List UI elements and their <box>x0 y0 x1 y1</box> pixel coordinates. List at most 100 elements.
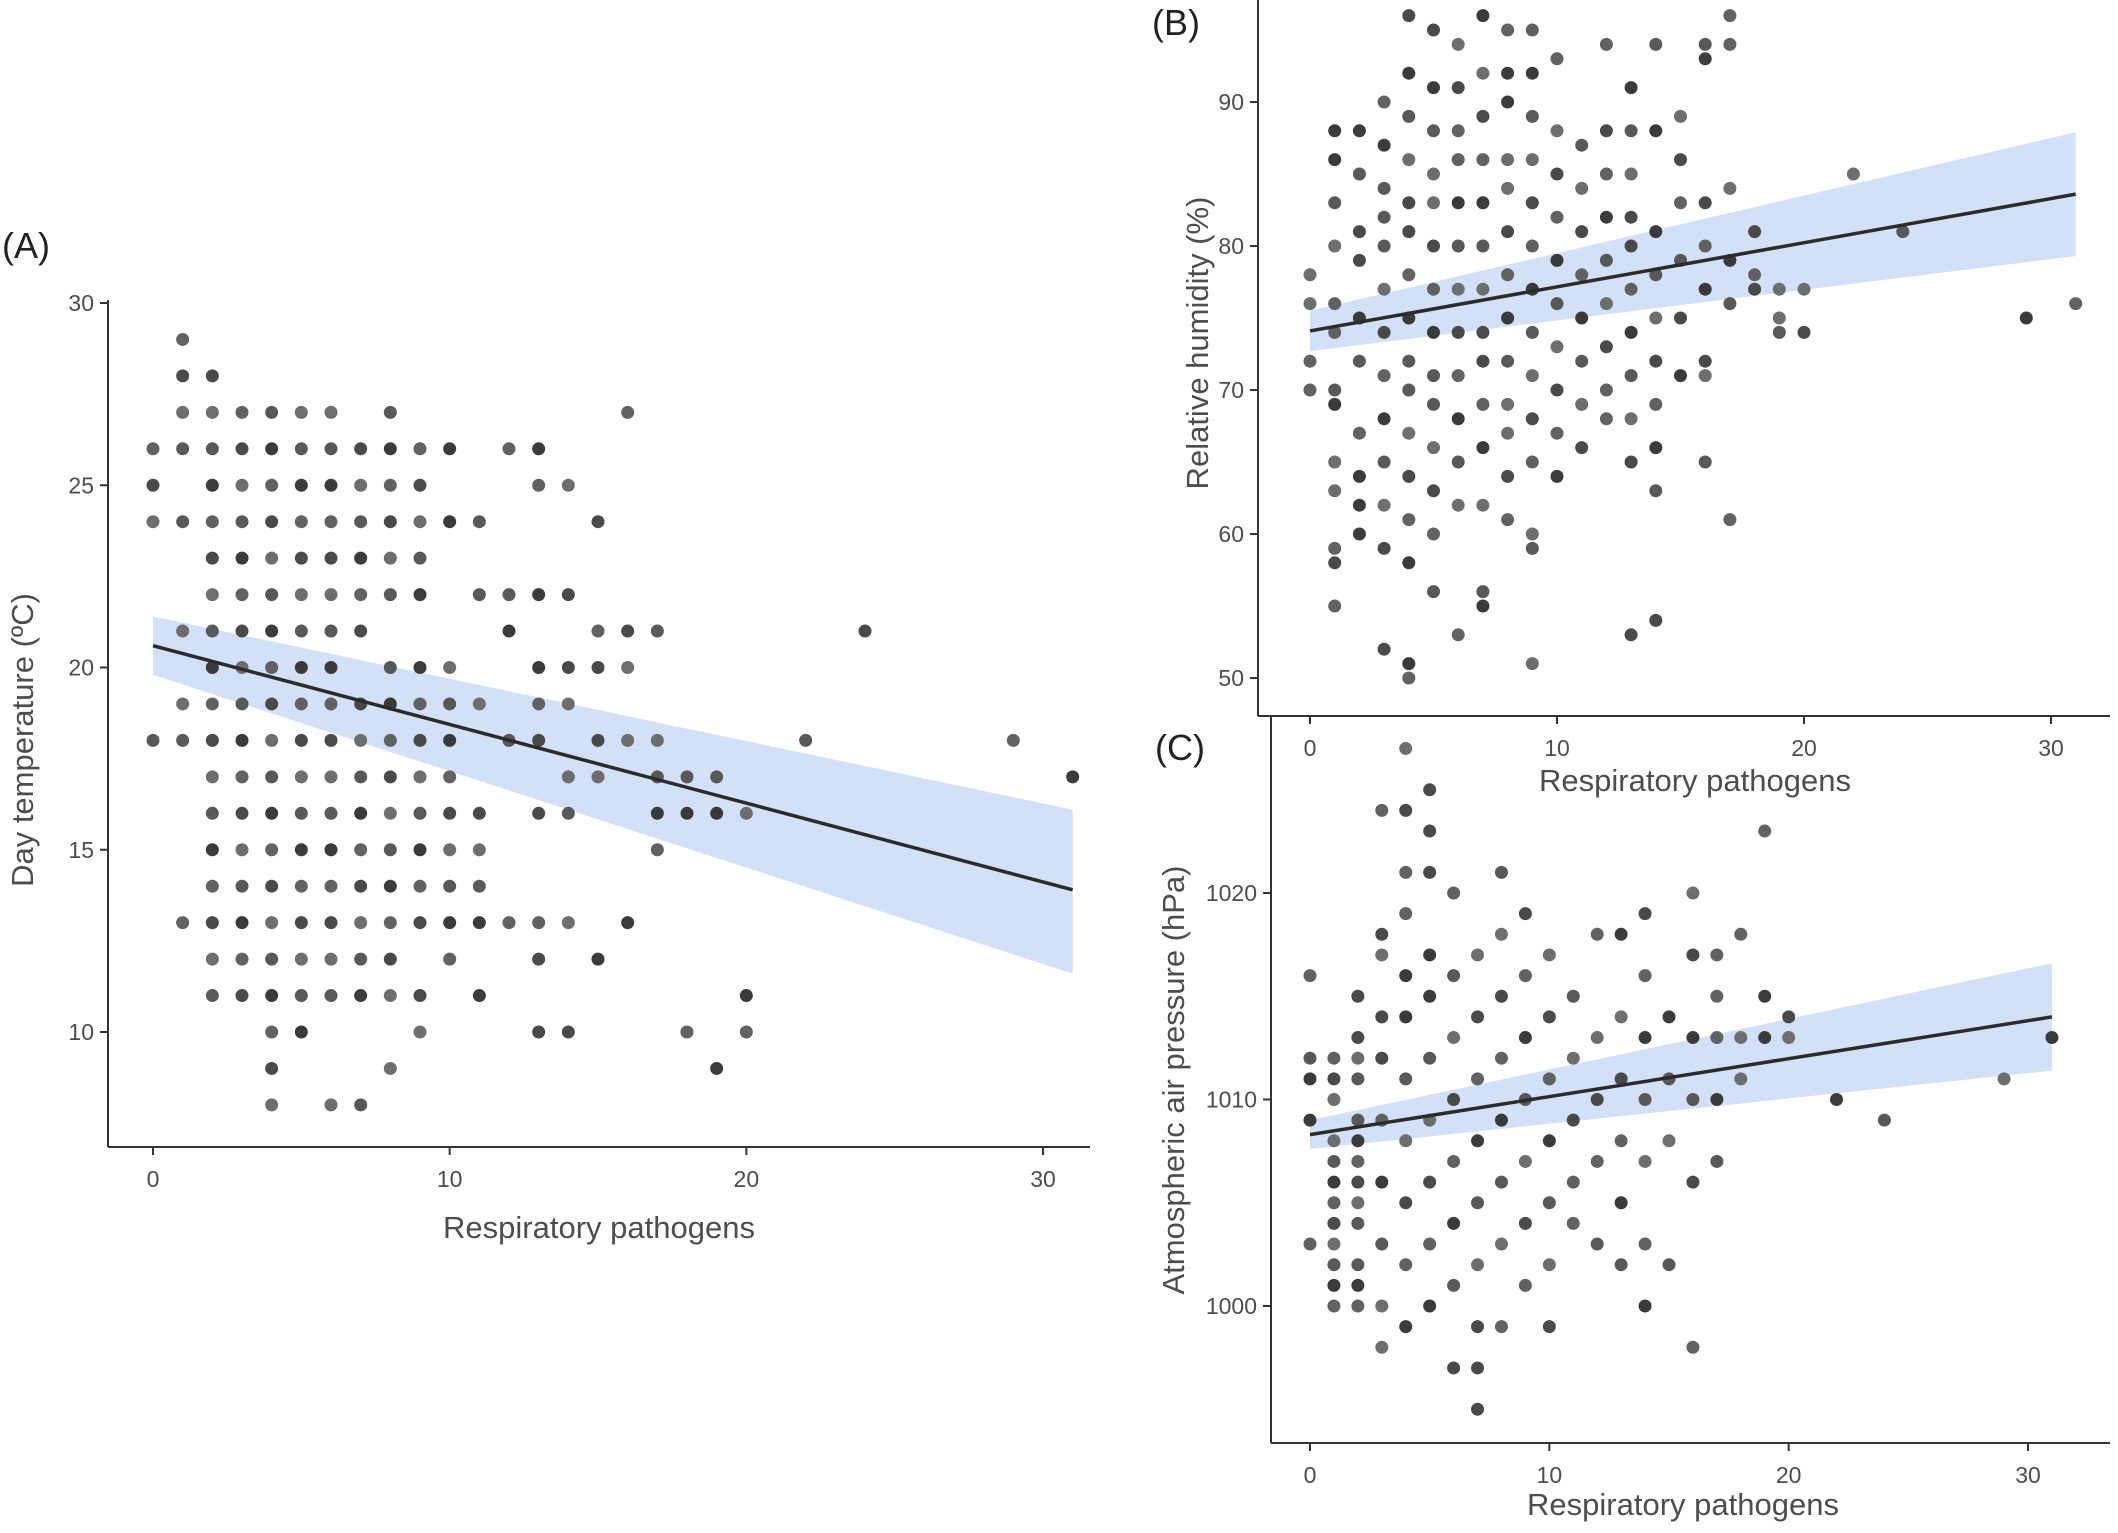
y-tick-label: 10 <box>68 1019 94 1045</box>
data-point <box>413 478 427 492</box>
data-point <box>1351 1299 1365 1313</box>
data-point <box>1327 1072 1341 1086</box>
data-point <box>1471 1196 1485 1210</box>
data-point <box>1550 426 1564 440</box>
data-point <box>1674 311 1687 325</box>
data-point <box>265 733 279 747</box>
data-point <box>383 551 397 565</box>
data-point <box>1638 1237 1652 1251</box>
data-point <box>1427 81 1440 95</box>
data-point <box>1327 1093 1341 1106</box>
data-point <box>1638 969 1652 983</box>
data-point <box>1328 397 1342 411</box>
regression-line <box>152 643 1074 892</box>
data-point <box>1723 181 1737 195</box>
data-point <box>205 478 219 492</box>
data-point <box>1575 354 1589 368</box>
data-point <box>472 515 486 529</box>
data-point <box>1375 1340 1389 1354</box>
data-point <box>1351 1031 1365 1045</box>
data-point <box>739 1025 753 1039</box>
data-point <box>324 551 338 565</box>
data-point <box>176 697 190 711</box>
data-point <box>1525 153 1539 167</box>
data-point <box>383 843 397 857</box>
data-point <box>1399 1258 1413 1272</box>
data-point <box>443 515 457 529</box>
data-point <box>1423 865 1437 879</box>
data-point <box>502 588 516 602</box>
data-point <box>1566 1051 1580 1065</box>
data-point <box>1550 469 1564 483</box>
regression-line <box>1309 192 2077 333</box>
data-point <box>1710 989 1724 1003</box>
data-point <box>235 879 249 893</box>
data-point <box>1427 397 1440 411</box>
data-point <box>1303 1072 1317 1086</box>
data-point <box>235 515 249 529</box>
data-point <box>1550 124 1564 138</box>
data-point <box>472 916 486 930</box>
data-point <box>1352 225 1366 239</box>
data-point <box>650 806 664 820</box>
data-point <box>443 952 457 966</box>
data-point <box>650 843 664 857</box>
data-point <box>265 989 279 1003</box>
data-point <box>265 770 279 784</box>
data-point <box>1723 297 1737 311</box>
data-point <box>1638 1299 1652 1313</box>
data-point <box>1501 469 1515 483</box>
data-point <box>621 624 635 638</box>
data-point <box>1723 513 1737 527</box>
data-point <box>1599 383 1613 397</box>
data-point <box>265 697 279 711</box>
data-point <box>1427 441 1440 455</box>
data-point <box>324 588 338 602</box>
data-point <box>1758 1031 1772 1045</box>
data-point <box>1525 239 1539 253</box>
data-point <box>1377 642 1391 656</box>
confidence-band <box>153 616 1073 974</box>
data-point <box>1649 268 1663 282</box>
data-point <box>354 442 368 456</box>
x-tick-label: 0 <box>1304 735 1317 761</box>
data-point <box>1351 1216 1365 1230</box>
y-tick-label: 1010 <box>1206 1087 1257 1113</box>
y-tick-label: 25 <box>68 472 94 498</box>
data-point <box>1494 989 1508 1003</box>
data-point <box>1501 311 1515 325</box>
data-point <box>1476 9 1490 23</box>
data-point <box>1542 1258 1556 1272</box>
data-point <box>1518 1278 1532 1292</box>
data-point <box>1614 1196 1628 1210</box>
data-point <box>1734 1031 1748 1045</box>
data-point <box>1638 1093 1652 1106</box>
data-point <box>1566 1216 1580 1230</box>
data-point <box>176 515 190 529</box>
data-point <box>1772 282 1786 296</box>
data-point <box>1377 369 1391 383</box>
data-point <box>1748 268 1762 282</box>
data-point <box>413 989 427 1003</box>
data-point <box>1797 282 1811 296</box>
x-axis-label: Respiratory pathogens <box>443 1210 755 1245</box>
data-point <box>1377 210 1391 224</box>
data-point <box>1575 397 1589 411</box>
data-point <box>1575 268 1589 282</box>
data-point <box>1686 948 1700 962</box>
data-point <box>205 624 219 638</box>
data-point <box>561 697 575 711</box>
data-point <box>1758 989 1772 1003</box>
data-point <box>1375 1237 1389 1251</box>
data-point <box>532 1025 546 1039</box>
data-point <box>294 515 308 529</box>
data-point <box>294 879 308 893</box>
data-point <box>1599 124 1613 138</box>
data-point <box>472 879 486 893</box>
data-point <box>1423 824 1437 838</box>
data-point <box>294 916 308 930</box>
data-point <box>1327 1278 1341 1292</box>
data-point <box>235 843 249 857</box>
data-point <box>1377 412 1391 426</box>
data-point <box>294 442 308 456</box>
